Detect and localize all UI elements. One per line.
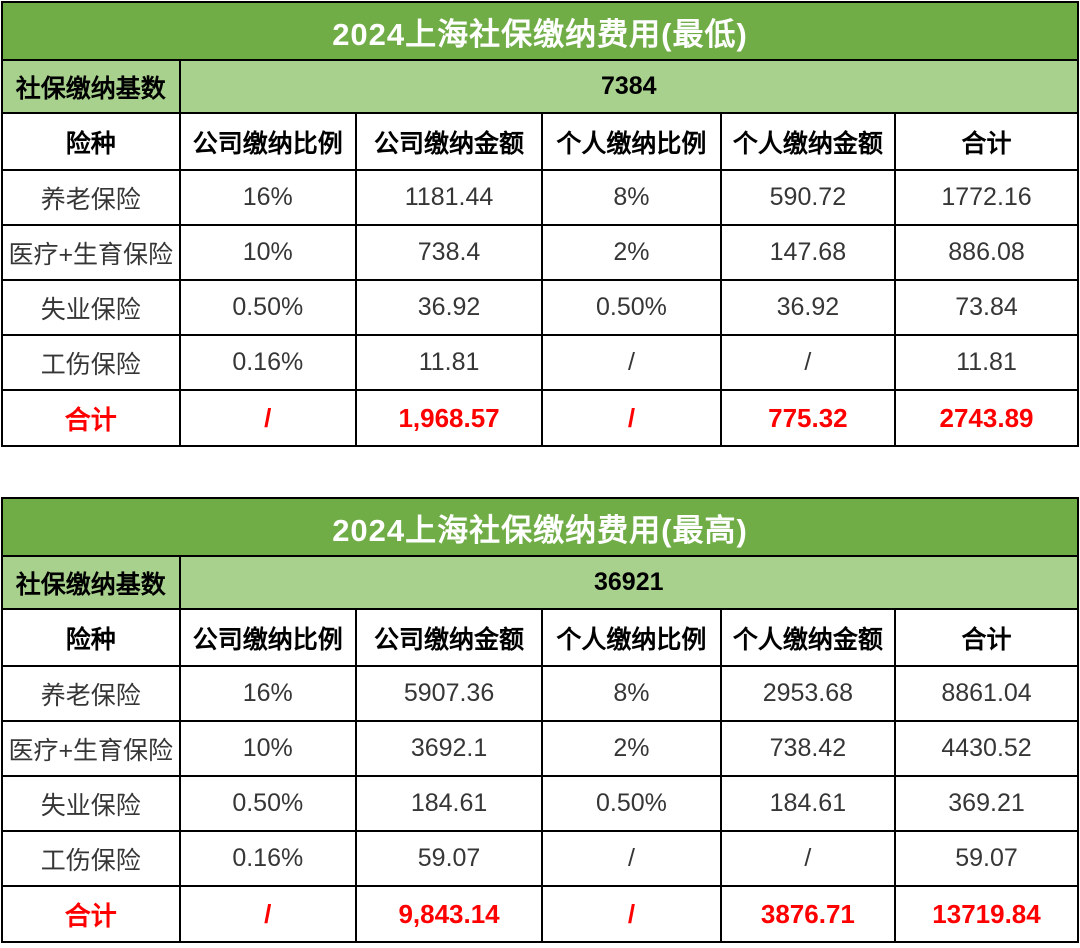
value-cell: 590.72 (719, 169, 897, 226)
value-cell: 738.42 (719, 720, 897, 777)
row-label-cell: 失业保险 (1, 775, 181, 832)
column-header-company-ratio: 公司缴纳比例 (178, 608, 357, 667)
value-cell: 11.81 (894, 334, 1079, 391)
total-label-cell: 合计 (1, 885, 181, 943)
base-value-cell: 36921 (178, 555, 1080, 610)
table-row-pension: 养老保险 16% 5907.36 8% 2953.68 8861.04 (1, 665, 1079, 722)
column-header-total: 合计 (894, 112, 1079, 171)
value-cell: 0.16% (178, 830, 357, 887)
value-cell: 8861.04 (894, 665, 1079, 722)
header-row: 险种 公司缴纳比例 公司缴纳金额 个人缴纳比例 个人缴纳金额 合计 (1, 112, 1079, 171)
value-cell: 2% (541, 720, 722, 777)
column-header-company-amount: 公司缴纳金额 (354, 608, 544, 667)
base-label-cell: 社保缴纳基数 (1, 59, 181, 114)
value-cell: 0.50% (541, 775, 722, 832)
value-cell: 16% (178, 169, 357, 226)
value-cell: 0.50% (541, 279, 722, 336)
value-cell: 184.61 (719, 775, 897, 832)
total-value-cell: 1,968.57 (354, 389, 544, 447)
row-label-cell: 工伤保险 (1, 334, 181, 391)
column-header-personal-ratio: 个人缴纳比例 (541, 112, 722, 171)
column-header-company-ratio: 公司缴纳比例 (178, 112, 357, 171)
table-row-work-injury: 工伤保险 0.16% 59.07 / / 59.07 (1, 830, 1079, 887)
value-cell: / (541, 334, 722, 391)
title-row: 2024上海社保缴纳费用(最低) (1, 1, 1079, 61)
value-cell: 886.08 (894, 224, 1079, 281)
value-cell: 36.92 (354, 279, 544, 336)
value-cell: 59.07 (894, 830, 1079, 887)
table-row-medical-maternity: 医疗+生育保险 10% 3692.1 2% 738.42 4430.52 (1, 720, 1079, 777)
value-cell: / (719, 334, 897, 391)
value-cell: 738.4 (354, 224, 544, 281)
value-cell: 2953.68 (719, 665, 897, 722)
total-value-cell: / (178, 389, 357, 447)
value-cell: / (719, 830, 897, 887)
value-cell: / (541, 830, 722, 887)
column-header-company-amount: 公司缴纳金额 (354, 112, 544, 171)
value-cell: 10% (178, 720, 357, 777)
value-cell: 11.81 (354, 334, 544, 391)
total-value-cell: 2743.89 (894, 389, 1079, 447)
value-cell: 1772.16 (894, 169, 1079, 226)
table-row-unemployment: 失业保险 0.50% 184.61 0.50% 184.61 369.21 (1, 775, 1079, 832)
value-cell: 5907.36 (354, 665, 544, 722)
social-insurance-table-min: 2024上海社保缴纳费用(最低) 社保缴纳基数 7384 险种 公司缴纳比例 公… (1, 1, 1080, 447)
value-cell: 0.16% (178, 334, 357, 391)
total-value-cell: 13719.84 (894, 885, 1079, 943)
row-label-cell: 医疗+生育保险 (1, 720, 181, 777)
total-value-cell: / (178, 885, 357, 943)
column-header-personal-amount: 个人缴纳金额 (719, 608, 897, 667)
column-header-total: 合计 (894, 608, 1079, 667)
table-row-total: 合计 / 1,968.57 / 775.32 2743.89 (1, 389, 1079, 447)
total-value-cell: / (541, 885, 722, 943)
table-row-medical-maternity: 医疗+生育保险 10% 738.4 2% 147.68 886.08 (1, 224, 1079, 281)
value-cell: 2% (541, 224, 722, 281)
title-row: 2024上海社保缴纳费用(最高) (1, 497, 1079, 557)
value-cell: 369.21 (894, 775, 1079, 832)
total-label-cell: 合计 (1, 389, 181, 447)
value-cell: 1181.44 (354, 169, 544, 226)
column-header-insurance-type: 险种 (1, 112, 181, 171)
table-row-unemployment: 失业保险 0.50% 36.92 0.50% 36.92 73.84 (1, 279, 1079, 336)
column-header-insurance-type: 险种 (1, 608, 181, 667)
table-row-work-injury: 工伤保险 0.16% 11.81 / / 11.81 (1, 334, 1079, 391)
total-value-cell: / (541, 389, 722, 447)
row-label-cell: 养老保险 (1, 169, 181, 226)
value-cell: 59.07 (354, 830, 544, 887)
total-value-cell: 3876.71 (719, 885, 897, 943)
value-cell: 73.84 (894, 279, 1079, 336)
value-cell: 0.50% (178, 775, 357, 832)
column-header-personal-ratio: 个人缴纳比例 (541, 608, 722, 667)
row-label-cell: 医疗+生育保险 (1, 224, 181, 281)
social-insurance-table-max: 2024上海社保缴纳费用(最高) 社保缴纳基数 36921 险种 公司缴纳比例 … (1, 497, 1080, 943)
column-header-personal-amount: 个人缴纳金额 (719, 112, 897, 171)
value-cell: 184.61 (354, 775, 544, 832)
table-row-pension: 养老保险 16% 1181.44 8% 590.72 1772.16 (1, 169, 1079, 226)
value-cell: 4430.52 (894, 720, 1079, 777)
table-title: 2024上海社保缴纳费用(最低) (1, 1, 1079, 61)
value-cell: 8% (541, 169, 722, 226)
value-cell: 16% (178, 665, 357, 722)
table-gap (1, 447, 1079, 497)
value-cell: 8% (541, 665, 722, 722)
value-cell: 10% (178, 224, 357, 281)
value-cell: 147.68 (719, 224, 897, 281)
total-value-cell: 775.32 (719, 389, 897, 447)
base-row: 社保缴纳基数 7384 (1, 59, 1080, 114)
base-label-cell: 社保缴纳基数 (1, 555, 181, 610)
row-label-cell: 失业保险 (1, 279, 181, 336)
value-cell: 3692.1 (354, 720, 544, 777)
value-cell: 0.50% (178, 279, 357, 336)
base-row: 社保缴纳基数 36921 (1, 555, 1080, 610)
table-title: 2024上海社保缴纳费用(最高) (1, 497, 1079, 557)
row-label-cell: 养老保险 (1, 665, 181, 722)
base-value-cell: 7384 (178, 59, 1080, 114)
total-value-cell: 9,843.14 (354, 885, 544, 943)
table-row-total: 合计 / 9,843.14 / 3876.71 13719.84 (1, 885, 1079, 943)
value-cell: 36.92 (719, 279, 897, 336)
row-label-cell: 工伤保险 (1, 830, 181, 887)
header-row: 险种 公司缴纳比例 公司缴纳金额 个人缴纳比例 个人缴纳金额 合计 (1, 608, 1079, 667)
